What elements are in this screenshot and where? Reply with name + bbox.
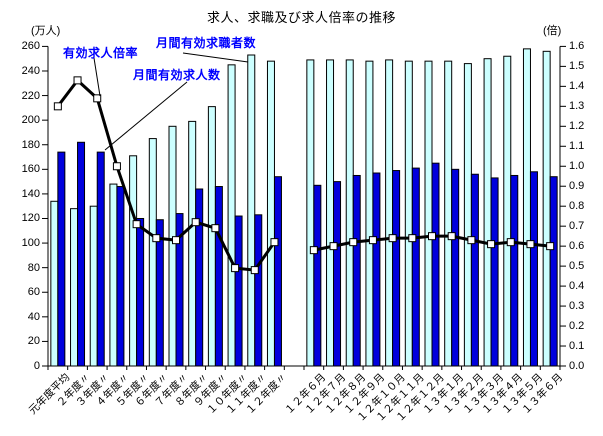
- bar-seekers: [70, 208, 79, 367]
- ratio-marker: [132, 220, 141, 229]
- bar-openings: [549, 176, 558, 367]
- right-axis-unit-label: (倍): [543, 25, 562, 37]
- bar-seekers: [326, 59, 335, 367]
- bar-seekers: [542, 50, 551, 367]
- ratio-marker: [349, 238, 358, 247]
- ratio-marker: [546, 242, 555, 251]
- bar-openings: [234, 215, 243, 367]
- ratio-marker: [211, 224, 220, 233]
- chart-title: 求人、求職及び求人倍率の推移: [206, 10, 396, 25]
- ratio-marker: [309, 246, 318, 255]
- bar-openings: [510, 174, 519, 367]
- bar-seekers: [148, 138, 157, 367]
- ratio-marker: [467, 236, 476, 245]
- ratio-marker: [526, 240, 535, 249]
- bar-seekers: [483, 58, 492, 367]
- bar-openings: [96, 151, 105, 367]
- bar-seekers: [247, 54, 256, 367]
- ratio-marker: [53, 102, 62, 111]
- bar-seekers: [385, 59, 394, 367]
- ratio-marker: [191, 218, 200, 227]
- ratio-marker: [506, 238, 515, 247]
- bar-seekers: [404, 60, 413, 367]
- ratio-marker: [93, 94, 102, 103]
- ratio-marker: [329, 242, 338, 251]
- left-axis-unit-label: (万人): [31, 25, 61, 37]
- bar-seekers: [365, 60, 374, 367]
- bar-seekers: [168, 125, 177, 367]
- annotation-openings-series-label: 月間有効求人数: [133, 68, 221, 82]
- bar-openings: [470, 173, 479, 367]
- ratio-marker: [250, 266, 259, 275]
- bar-openings: [372, 172, 381, 367]
- annotation-ratio-line-label: 有効求人倍率: [63, 46, 139, 60]
- bar-seekers: [503, 55, 512, 367]
- bar-openings: [529, 171, 538, 367]
- bar-seekers: [188, 120, 197, 367]
- bar-openings: [136, 217, 145, 367]
- bar-openings: [77, 141, 86, 367]
- bar-openings: [451, 168, 460, 367]
- ratio-marker: [428, 232, 436, 241]
- ratio-marker: [368, 236, 377, 245]
- bar-openings: [273, 176, 282, 367]
- bar-openings: [411, 167, 420, 367]
- ratio-marker: [408, 234, 417, 243]
- ratio-marker: [152, 234, 161, 243]
- leader-line-ratio-label: [93, 57, 101, 97]
- leader-line-seekers-label: [182, 52, 249, 63]
- ratio-marker: [487, 240, 496, 249]
- bar-seekers: [50, 200, 59, 367]
- bar-openings: [214, 186, 223, 367]
- bar-openings: [195, 188, 204, 367]
- bar-seekers: [522, 48, 531, 367]
- leader-line-openings-label: [104, 81, 188, 151]
- ratio-marker: [388, 234, 397, 243]
- bar-seekers: [306, 59, 315, 367]
- ratio-marker: [112, 162, 121, 171]
- ratio-marker: [73, 76, 82, 85]
- ratio-marker: [172, 236, 180, 245]
- bar-seekers: [444, 60, 453, 367]
- bar-openings: [431, 162, 440, 367]
- ratio-marker: [447, 232, 456, 241]
- bar-openings: [392, 170, 401, 367]
- bar-seekers: [129, 155, 138, 367]
- bar-seekers: [227, 64, 236, 367]
- bar-seekers: [266, 60, 275, 367]
- bar-openings: [490, 177, 499, 367]
- bar-seekers: [463, 63, 472, 367]
- ratio-marker: [270, 238, 279, 247]
- bar-openings: [313, 184, 322, 367]
- bar-seekers: [109, 183, 118, 367]
- bar-seekers: [207, 106, 216, 367]
- bar-openings: [116, 186, 125, 367]
- bar-openings: [352, 174, 361, 367]
- bar-openings: [254, 214, 263, 367]
- bar-openings: [333, 181, 342, 367]
- bar-seekers: [89, 205, 98, 367]
- bar-seekers: [424, 60, 433, 367]
- bar-openings: [57, 151, 66, 367]
- annotation-seekers-series-label: 月間有効求職者数: [156, 36, 257, 50]
- bar-seekers: [345, 59, 354, 367]
- ratio-marker: [231, 264, 240, 273]
